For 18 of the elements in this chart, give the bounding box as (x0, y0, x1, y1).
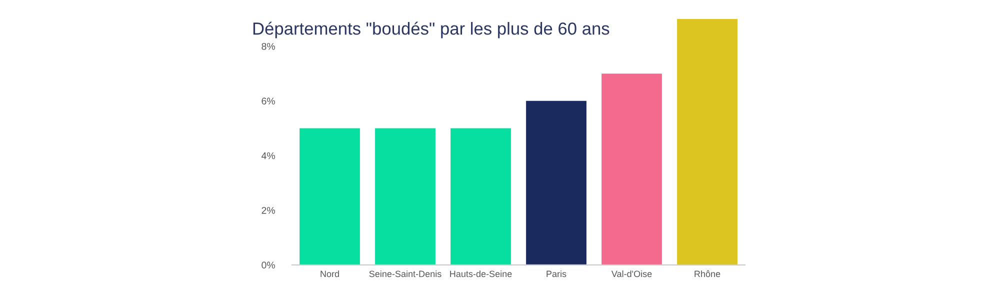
x-tick-label: Nord (320, 270, 339, 278)
x-tick-label: Rhône (694, 270, 720, 278)
y-tick-label: 0% (262, 262, 275, 269)
bar (450, 128, 511, 265)
y-tick-label: 6% (262, 98, 275, 105)
x-tick-label: Val-d'Oise (611, 270, 652, 278)
x-tick-label: Paris (546, 270, 566, 278)
bar (677, 18, 738, 265)
y-tick-label: 8% (262, 42, 275, 50)
y-tick-label: 4% (262, 152, 275, 160)
y-tick-label: 2% (262, 206, 275, 214)
x-tick-label: Seine-Saint-Denis (369, 270, 442, 278)
bar (602, 74, 662, 265)
bar (526, 100, 586, 265)
bar (300, 128, 360, 265)
x-tick-label: Hauts-de-Seine (450, 270, 512, 278)
chart-title: Départements "boudés" par les plus de 60 ans (253, 22, 610, 38)
bar (375, 128, 436, 265)
